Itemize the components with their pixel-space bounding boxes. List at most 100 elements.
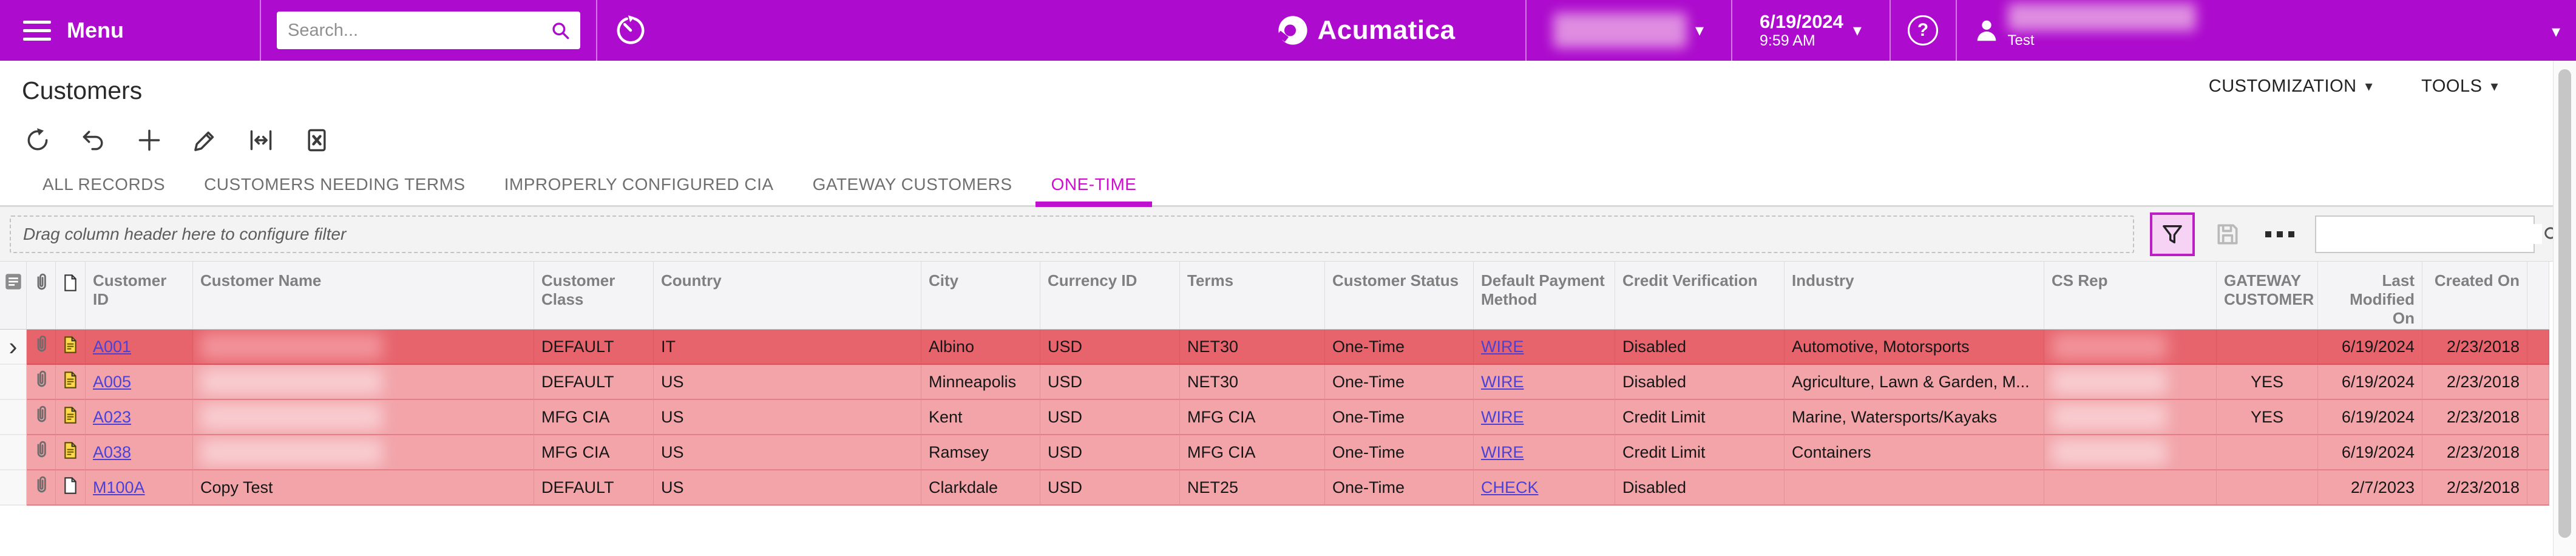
- country-cell[interactable]: US: [654, 435, 921, 470]
- col-customer-class[interactable]: Customer Class: [534, 262, 654, 330]
- table-row[interactable]: M100A Copy Test DEFAULT US Clarkdale USD…: [0, 470, 2549, 506]
- currency-id-cell[interactable]: USD: [1040, 435, 1180, 470]
- tab-customers-needing-terms[interactable]: CUSTOMERS NEEDING TERMS: [204, 175, 466, 194]
- customer-status-cell[interactable]: One-Time: [1325, 330, 1474, 365]
- customer-status-cell[interactable]: One-Time: [1325, 365, 1474, 400]
- gateway-customer-cell[interactable]: [2217, 470, 2318, 506]
- payment-method-link[interactable]: WIRE: [1481, 337, 1524, 356]
- vertical-scrollbar[interactable]: [2553, 61, 2576, 556]
- credit-verification-cell[interactable]: Disabled: [1615, 365, 1785, 400]
- note-cell[interactable]: [56, 435, 86, 470]
- add-icon[interactable]: [135, 126, 164, 155]
- industry-cell[interactable]: Agriculture, Lawn & Garden, M...: [1785, 365, 2044, 400]
- chevron-down-icon[interactable]: ▾: [1695, 21, 1704, 39]
- customization-menu[interactable]: CUSTOMIZATION ▾: [2209, 76, 2373, 97]
- col-gateway-customer[interactable]: GATEWAY CUSTOMER: [2217, 262, 2318, 330]
- created-on-cell[interactable]: 2/23/2018: [2422, 330, 2527, 365]
- col-credit-verification[interactable]: Credit Verification: [1615, 262, 1785, 330]
- attachment-cell[interactable]: [27, 470, 56, 506]
- customer-id-link[interactable]: M100A: [93, 478, 145, 497]
- terms-cell[interactable]: NET25: [1180, 470, 1325, 506]
- currency-id-cell[interactable]: USD: [1040, 330, 1180, 365]
- last-modified-on-cell[interactable]: 6/19/2024: [2318, 330, 2422, 365]
- attachments-column-header[interactable]: [27, 262, 56, 330]
- refresh-icon[interactable]: [23, 126, 52, 155]
- customer-name-cell[interactable]: Copy Test: [193, 470, 534, 506]
- customer-class-cell[interactable]: DEFAULT: [534, 365, 654, 400]
- col-currency-id[interactable]: Currency ID: [1040, 262, 1180, 330]
- business-date-icon[interactable]: [614, 14, 647, 47]
- last-modified-on-cell[interactable]: 6/19/2024: [2318, 365, 2422, 400]
- save-filter-button[interactable]: [2211, 217, 2245, 251]
- payment-method-link[interactable]: WIRE: [1481, 372, 1524, 391]
- row-selector-cell[interactable]: [0, 400, 27, 435]
- fit-width-icon[interactable]: [246, 126, 276, 155]
- ellipsis-icon[interactable]: [2260, 231, 2299, 237]
- col-last-modified-on[interactable]: Last Modified On: [2318, 262, 2422, 330]
- customer-name-cell[interactable]: [193, 400, 534, 435]
- row-selector-cell[interactable]: [0, 470, 27, 506]
- cs-rep-cell[interactable]: [2044, 435, 2217, 470]
- industry-cell[interactable]: Automotive, Motorsports: [1785, 330, 2044, 365]
- city-cell[interactable]: Minneapolis: [921, 365, 1040, 400]
- city-cell[interactable]: Albino: [921, 330, 1040, 365]
- customer-name-cell[interactable]: [193, 365, 534, 400]
- export-excel-icon[interactable]: [302, 126, 331, 155]
- company-selector[interactable]: ▾: [1527, 0, 1731, 61]
- customer-class-cell[interactable]: MFG CIA: [534, 435, 654, 470]
- global-search-input[interactable]: [286, 19, 550, 41]
- created-on-cell[interactable]: 2/23/2018: [2422, 365, 2527, 400]
- currency-id-cell[interactable]: USD: [1040, 400, 1180, 435]
- attachment-cell[interactable]: [27, 435, 56, 470]
- industry-cell[interactable]: [1785, 470, 2044, 506]
- grid-search[interactable]: [2315, 215, 2560, 253]
- hamburger-menu-icon[interactable]: [23, 20, 51, 41]
- chevron-down-icon[interactable]: ▾: [2551, 22, 2560, 41]
- chevron-down-icon[interactable]: ▾: [1852, 21, 1862, 39]
- note-cell[interactable]: [56, 330, 86, 365]
- row-selector-cell[interactable]: [0, 365, 27, 400]
- customer-status-cell[interactable]: One-Time: [1325, 400, 1474, 435]
- gateway-customer-cell[interactable]: [2217, 330, 2318, 365]
- attachment-cell[interactable]: [27, 365, 56, 400]
- note-cell[interactable]: [56, 470, 86, 506]
- note-cell[interactable]: [56, 400, 86, 435]
- col-country[interactable]: Country: [654, 262, 921, 330]
- city-cell[interactable]: Clarkdale: [921, 470, 1040, 506]
- cs-rep-cell[interactable]: [2044, 330, 2217, 365]
- tools-menu[interactable]: TOOLS ▾: [2421, 76, 2498, 97]
- industry-cell[interactable]: Containers: [1785, 435, 2044, 470]
- col-created-on[interactable]: Created On: [2422, 262, 2527, 330]
- country-cell[interactable]: US: [654, 470, 921, 506]
- credit-verification-cell[interactable]: Credit Limit: [1615, 400, 1785, 435]
- col-customer-name[interactable]: Customer Name: [193, 262, 534, 330]
- notes-column-header[interactable]: [56, 262, 86, 330]
- col-cs-rep[interactable]: CS Rep: [2044, 262, 2217, 330]
- row-selector-cell[interactable]: [0, 435, 27, 470]
- cs-rep-cell[interactable]: [2044, 470, 2217, 506]
- grid-search-input[interactable]: [2325, 224, 2542, 244]
- col-industry[interactable]: Industry: [1785, 262, 2044, 330]
- customer-name-cell[interactable]: [193, 435, 534, 470]
- terms-cell[interactable]: NET30: [1180, 330, 1325, 365]
- terms-cell[interactable]: MFG CIA: [1180, 435, 1325, 470]
- gateway-customer-cell[interactable]: [2217, 435, 2318, 470]
- col-default-payment-method[interactable]: Default Payment Method: [1474, 262, 1615, 330]
- payment-method-link[interactable]: WIRE: [1481, 407, 1524, 426]
- row-selector-cell[interactable]: ›: [0, 330, 27, 365]
- customer-id-link[interactable]: A023: [93, 407, 132, 426]
- global-search[interactable]: [277, 12, 580, 49]
- table-row[interactable]: › A001 DEFAULT IT Albino USD NET30 One-T…: [0, 330, 2549, 365]
- help-icon[interactable]: ?: [1908, 15, 1938, 46]
- customer-class-cell[interactable]: DEFAULT: [534, 330, 654, 365]
- table-row[interactable]: A038 MFG CIA US Ramsey USD MFG CIA One-T…: [0, 435, 2549, 470]
- attachment-cell[interactable]: [27, 400, 56, 435]
- created-on-cell[interactable]: 2/23/2018: [2422, 435, 2527, 470]
- drag-filter-dropzone[interactable]: Drag column header here to configure fil…: [10, 215, 2134, 253]
- credit-verification-cell[interactable]: Credit Limit: [1615, 435, 1785, 470]
- city-cell[interactable]: Kent: [921, 400, 1040, 435]
- edit-icon[interactable]: [191, 126, 220, 155]
- business-date-selector[interactable]: 6/19/2024 9:59 AM ▾: [1732, 0, 1890, 61]
- last-modified-on-cell[interactable]: 6/19/2024: [2318, 400, 2422, 435]
- currency-id-cell[interactable]: USD: [1040, 365, 1180, 400]
